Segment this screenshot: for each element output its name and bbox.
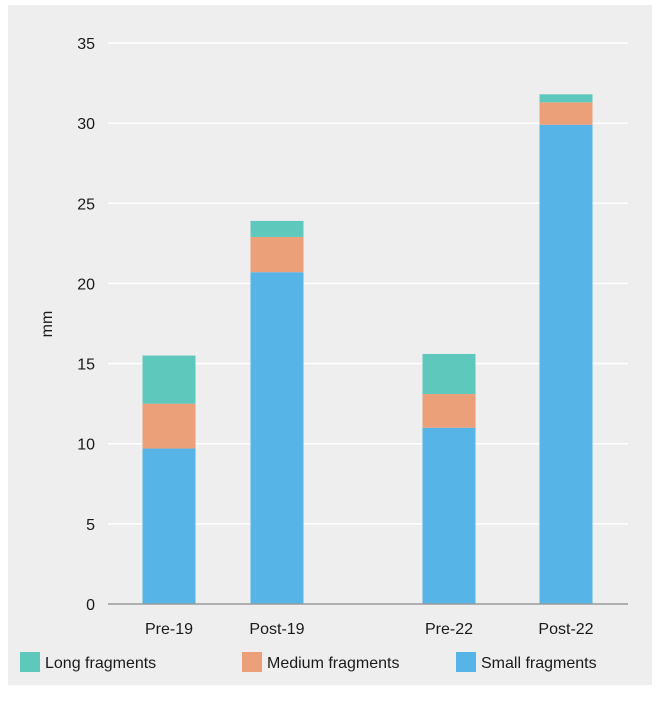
bar-segment-long-fragments [250, 220, 304, 237]
legend-swatch-long-fragments [20, 652, 40, 672]
bar-segment-long-fragments [422, 353, 476, 395]
x-tick-label: Post-19 [249, 621, 304, 638]
bar-segment-long-fragments [539, 94, 593, 103]
bar-segment-small-fragments [422, 427, 476, 604]
legend-label: Long fragments [45, 655, 156, 672]
legend-label: Medium fragments [267, 655, 400, 672]
y-tick-label: 15 [77, 357, 95, 374]
legend-swatch-medium-fragments [242, 652, 262, 672]
x-tick-label: Post-22 [538, 621, 593, 638]
bar-segment-medium-fragments [250, 236, 304, 273]
y-tick-label: 10 [77, 437, 95, 454]
legend-swatch-small-fragments [456, 652, 476, 672]
y-tick-label: 35 [77, 36, 95, 53]
y-axis-title: mm [39, 311, 56, 338]
bar-segment-medium-fragments [422, 394, 476, 428]
y-tick-label: 5 [86, 517, 95, 534]
y-tick-label: 30 [77, 116, 95, 133]
y-tick-label: 25 [77, 196, 95, 213]
x-tick-label: Pre-22 [425, 621, 473, 638]
bar-segment-medium-fragments [142, 403, 196, 449]
bar-segment-small-fragments [250, 272, 304, 604]
y-tick-label: 0 [86, 597, 95, 614]
x-tick-label: Pre-19 [145, 621, 193, 638]
y-tick-label: 20 [77, 276, 95, 293]
legend-label: Small fragments [481, 655, 597, 672]
bar-segment-medium-fragments [539, 102, 593, 125]
bar-segment-small-fragments [142, 448, 196, 604]
bar-segment-small-fragments [539, 124, 593, 604]
bar-segment-long-fragments [142, 355, 196, 404]
